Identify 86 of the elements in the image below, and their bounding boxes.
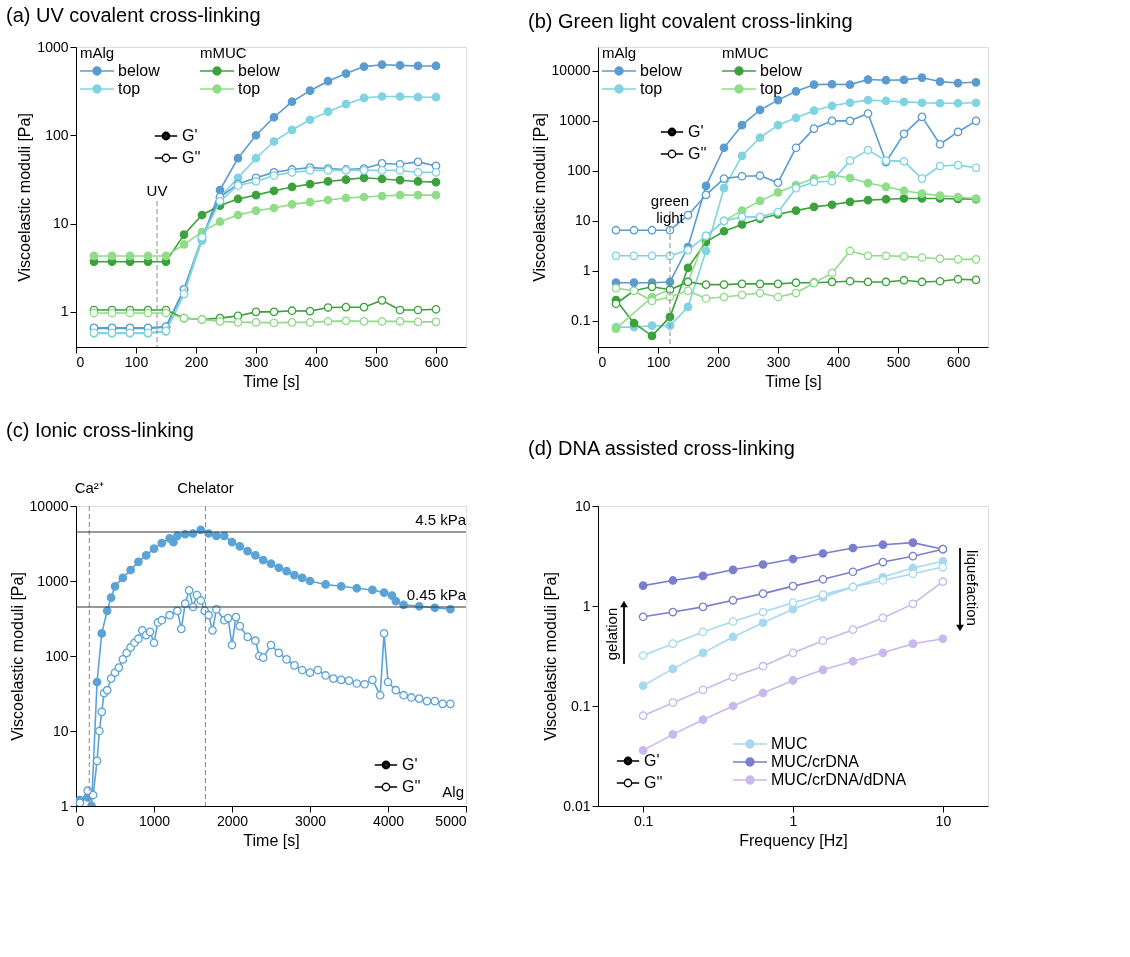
annotation: G' (688, 123, 704, 140)
ref-line-label: Chelator (177, 479, 234, 496)
chart-title: (b) Green light covalent cross-linking (528, 10, 853, 32)
chart-title: (c) Ionic cross-linking (6, 419, 194, 441)
x-tick-label: 0 (76, 812, 85, 829)
x-tick-label: 600 (424, 353, 449, 370)
x-tick-label: 400 (304, 353, 329, 370)
x-tick-label: 200 (184, 353, 209, 370)
legend-label: below (238, 62, 281, 79)
ref-line-label: UV (146, 182, 168, 199)
y-axis-title: Viscoelastic moduli [Pa] (530, 113, 548, 282)
legend-label: top (118, 80, 141, 97)
ref-line-label: 4.5 kPa (415, 511, 467, 529)
x-axis-title: Time [s] (765, 372, 822, 390)
y-tick-label: 1000 (37, 572, 69, 589)
x-axis-title: Time [s] (243, 831, 300, 849)
annotation: mMUC (200, 44, 247, 61)
annotation: Alg (442, 783, 464, 800)
y-tick-label: 1 (60, 797, 69, 814)
chart-title: (d) DNA assisted cross-linking (528, 437, 795, 459)
annotation: mAlg (80, 44, 115, 61)
y-tick-label: 0.1 (571, 312, 591, 329)
y-tick-label: 10 (574, 212, 591, 229)
y-tick-label: 1 (582, 597, 591, 614)
ref-line-label: green light (650, 192, 690, 226)
y-tick-label: 0.1 (571, 697, 591, 714)
y-tick-label: 100 (567, 162, 591, 179)
y-tick-label: 1 (60, 303, 69, 320)
y-tick-label: 1 (582, 262, 591, 279)
y-tick-label: 100 (45, 647, 69, 664)
annotation: liquefaction (964, 550, 981, 626)
y-axis-title: Viscoelastic moduli [Pa] (8, 572, 26, 741)
annotation: G'' (182, 149, 201, 166)
x-tick-label: 100 (646, 353, 671, 370)
ref-line-label: 0.45 kPa (406, 586, 467, 604)
legend-label: MUC/crDNA (771, 753, 860, 770)
x-tick-label: 500 (886, 353, 911, 370)
y-tick-label: 0.01 (563, 797, 591, 814)
x-tick-label: 0.1 (633, 812, 654, 829)
x-tick-label: 300 (244, 353, 269, 370)
annotation: mMUC (722, 44, 769, 61)
x-tick-label: 100 (124, 353, 149, 370)
x-tick-label: 1000 (138, 812, 171, 829)
annotation: G'' (644, 774, 663, 791)
annotation: mAlg (602, 44, 637, 61)
legend-label: MUC/crDNA/dDNA (771, 771, 907, 788)
legend-label: top (238, 80, 261, 97)
x-tick-label: 5000 (435, 812, 467, 829)
y-tick-label: 10 (574, 497, 591, 514)
legend-label: top (760, 80, 783, 97)
legend-label: top (640, 80, 663, 97)
legend-label: below (118, 62, 161, 79)
annotation: G' (402, 756, 418, 773)
annotation: G' (182, 127, 198, 144)
y-axis-title: Viscoelastic moduli [Pa] (542, 572, 560, 741)
x-tick-label: 400 (826, 353, 851, 370)
y-tick-label: 10000 (29, 497, 69, 514)
legend-label: MUC (771, 735, 808, 752)
x-axis-title: Time [s] (243, 372, 300, 390)
x-tick-label: 10 (935, 812, 952, 829)
annotation: G'' (402, 778, 421, 795)
y-tick-label: 10 (52, 722, 69, 739)
x-axis-title: Frequency [Hz] (739, 831, 848, 849)
x-tick-label: 200 (706, 353, 731, 370)
y-axis-title: Viscoelastic moduli [Pa] (16, 113, 34, 282)
annotation: gelation (603, 607, 620, 661)
x-tick-label: 600 (946, 353, 971, 370)
legend-label: below (760, 62, 803, 79)
x-tick-label: 0 (76, 353, 85, 370)
y-tick-label: 10 (52, 215, 69, 232)
y-tick-label: 1000 (37, 38, 69, 55)
annotation: G'' (688, 145, 707, 162)
x-tick-label: 4000 (372, 812, 405, 829)
x-tick-label: 500 (364, 353, 389, 370)
y-tick-label: 1000 (559, 112, 591, 129)
annotation: G' (644, 752, 660, 769)
x-tick-label: 2000 (216, 812, 249, 829)
ref-line-label: Ca²⁺ (74, 479, 104, 496)
y-tick-label: 100 (45, 126, 69, 143)
chart-title: (a) UV covalent cross-linking (6, 4, 261, 26)
x-tick-label: 1 (789, 812, 798, 829)
x-tick-label: 3000 (294, 812, 327, 829)
legend-label: below (640, 62, 683, 79)
x-tick-label: 300 (766, 353, 791, 370)
y-tick-label: 10000 (551, 62, 591, 79)
x-tick-label: 0 (598, 353, 607, 370)
